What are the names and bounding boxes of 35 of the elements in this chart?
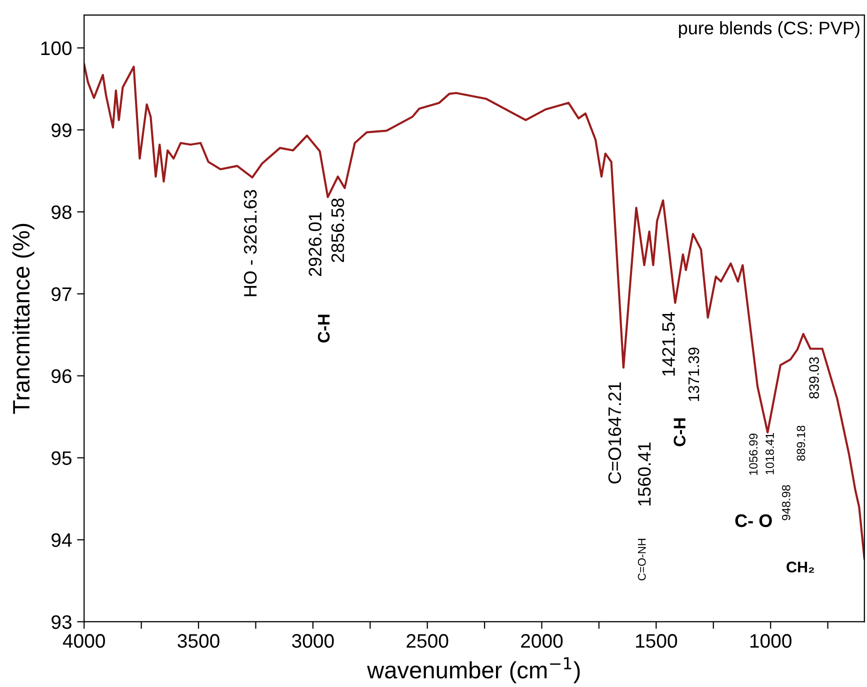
x-tick-label: 2500 (406, 634, 448, 648)
annotation: 839.03 (809, 357, 819, 399)
annotation: 2856.58 (331, 198, 344, 262)
y-tick-label: 93 (52, 615, 72, 629)
x-tick-label: 3000 (292, 634, 334, 648)
annotation: 948.98 (782, 485, 790, 520)
y-tick-label: 96 (52, 369, 72, 384)
annotation: C=O1647.21 (608, 382, 622, 484)
annotation: 889.18 (796, 426, 806, 461)
y-tick-label: 94 (52, 533, 72, 547)
y-tick-label: 100 (41, 41, 72, 56)
x-axis-title: wavenumber (cm$^{−1}$) (367, 657, 580, 684)
annotation: HO - 3261.63 (244, 190, 257, 296)
y-tick-label: 95 (52, 451, 72, 466)
x-tick-label: 3500 (178, 634, 220, 648)
annotation: CH₂ (786, 562, 814, 573)
x-tick-label: 2000 (521, 634, 563, 648)
annotation: C-H (674, 418, 686, 446)
annotation: 1018.41 (766, 433, 774, 474)
annotation: pure blends (CS: PVP) (679, 21, 860, 38)
annotation: 2926.01 (308, 212, 322, 276)
annotation: 1371.39 (688, 348, 700, 401)
y-tick-label: 98 (52, 205, 72, 220)
annotation: 1421.54 (662, 312, 675, 376)
y-axis-title: Trancmittance (%) (12, 224, 34, 414)
y-tick-label: 99 (52, 123, 72, 138)
x-tick-label: 1000 (750, 634, 792, 648)
annotation: 1560.41 (638, 442, 651, 506)
x-tick-label: 1500 (636, 634, 678, 648)
annotation: C-H (318, 314, 330, 343)
annotation: 1056.99 (749, 434, 758, 475)
annotation: C- O (735, 514, 772, 528)
x-tick-label: 4000 (62, 634, 105, 648)
y-tick-label: 97 (52, 287, 72, 302)
annotation: C=O-NH (638, 538, 646, 580)
